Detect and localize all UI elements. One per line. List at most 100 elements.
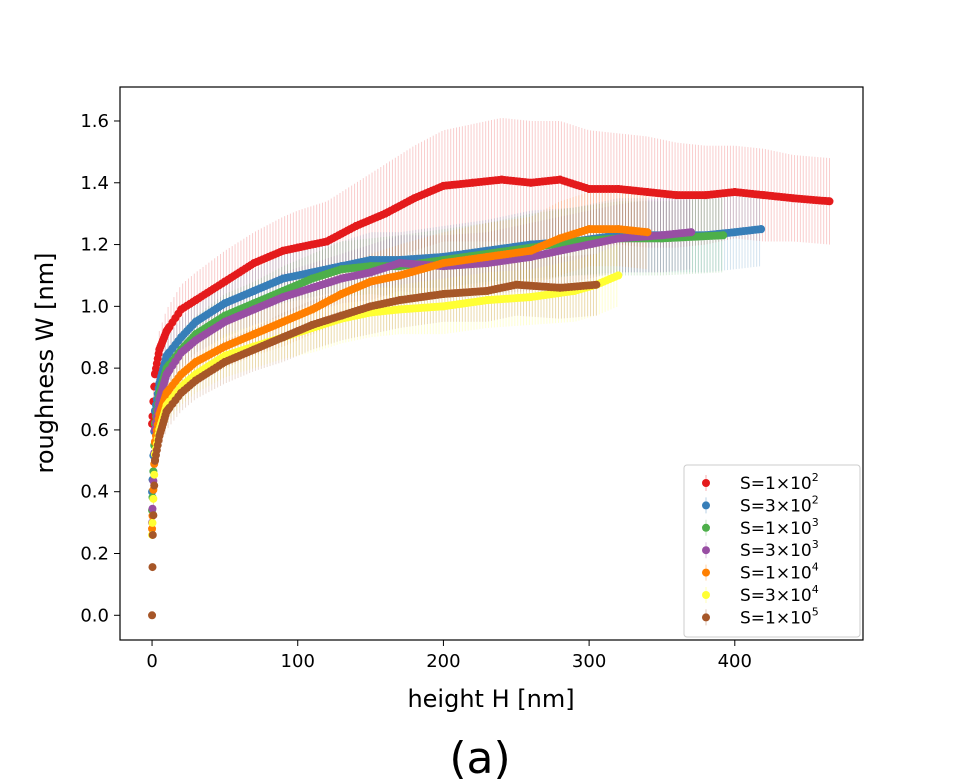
data-point (555, 234, 564, 243)
data-point (643, 228, 652, 237)
legend-entry-5: S=1×104 (702, 561, 819, 584)
data-point (526, 178, 535, 187)
legend-marker (702, 568, 710, 577)
data-point (439, 302, 448, 311)
data-point (279, 317, 288, 326)
data-point (497, 175, 506, 184)
data-point (439, 289, 448, 298)
y-tick-label: 0.8 (80, 358, 109, 379)
x-axis-label: height H [nm] (407, 685, 574, 713)
data-point (148, 504, 157, 513)
data-point (149, 494, 158, 503)
legend-entry-3: S=1×103 (702, 516, 819, 539)
data-point (352, 222, 361, 231)
series-7-points (148, 280, 601, 620)
data-point (366, 302, 375, 311)
data-point (512, 280, 521, 289)
x-tick-label: 100 (281, 651, 315, 672)
data-point (381, 209, 390, 218)
data-point (483, 296, 492, 305)
data-point (555, 283, 564, 292)
data-point (162, 327, 171, 336)
legend-label-text: S=1×10 (740, 519, 812, 539)
legend-label-text: S=1×10 (740, 564, 812, 584)
data-point (614, 184, 623, 193)
data-point (337, 311, 346, 320)
data-point (191, 336, 200, 345)
data-point (177, 370, 186, 379)
legend-label: S=1×105 (740, 605, 819, 628)
legend: S=1×102S=3×102S=1×103S=3×103S=1×104S=3×1… (683, 464, 861, 638)
data-point (220, 299, 229, 308)
data-point (250, 305, 259, 314)
legend-entry-1: S=1×102 (702, 471, 819, 494)
data-point (526, 293, 535, 302)
data-point (483, 252, 492, 261)
data-point (395, 271, 404, 280)
data-point (592, 280, 601, 289)
data-point (279, 333, 288, 342)
data-point (308, 283, 317, 292)
data-point (149, 511, 158, 520)
y-tick-label: 0.4 (80, 482, 109, 503)
data-point (585, 225, 594, 234)
data-point (148, 530, 157, 539)
x-axis-ticks: 0 100 200 300 400 (146, 640, 752, 672)
legend-label: S=3×103 (740, 538, 819, 561)
y-axis-label: roughness W [nm] (31, 253, 59, 474)
data-point (148, 524, 157, 533)
data-point (614, 225, 623, 234)
data-point (279, 274, 288, 283)
legend-label-text: S=3×10 (740, 496, 812, 516)
data-point (191, 376, 200, 385)
legend-marker (702, 546, 710, 555)
data-point (687, 228, 696, 237)
legend-label: S=1×103 (740, 516, 819, 539)
legend-label-exponent: 5 (812, 605, 819, 618)
data-point (483, 286, 492, 295)
data-point (150, 481, 159, 490)
y-tick-label: 1.2 (80, 235, 109, 256)
data-point (701, 191, 710, 200)
data-point (148, 611, 157, 620)
legend-label: S=1×102 (740, 471, 819, 494)
legend-label: S=1×104 (740, 561, 819, 584)
data-point (177, 348, 186, 357)
legend-marker (702, 613, 710, 622)
data-point (555, 175, 564, 184)
data-point (155, 345, 164, 354)
x-tick-label: 0 (146, 651, 157, 672)
data-point (410, 194, 419, 203)
series-6-points (148, 271, 623, 539)
data-point (366, 277, 375, 286)
legend-label-exponent: 3 (812, 516, 819, 529)
data-point (439, 259, 448, 268)
y-axis-ticks: 0.0 0.2 0.4 0.6 0.8 1.0 1.2 1.4 1.6 (80, 111, 120, 626)
y-tick-label: 1.6 (80, 111, 109, 132)
legend-entry-4: S=3×103 (702, 538, 819, 561)
data-point (191, 357, 200, 366)
legend-label-text: S=1×10 (740, 608, 812, 628)
x-tick-label: 200 (426, 651, 460, 672)
data-point (250, 345, 259, 354)
data-point (177, 305, 186, 314)
data-point (220, 277, 229, 286)
data-point (279, 293, 288, 302)
legend-entry-2: S=3×102 (702, 493, 819, 516)
data-point (191, 296, 200, 305)
data-point (337, 289, 346, 298)
data-point (162, 388, 171, 397)
data-point (757, 225, 766, 234)
legend-label-exponent: 4 (812, 583, 819, 596)
data-point (395, 259, 404, 268)
data-point (672, 191, 681, 200)
data-point (308, 274, 317, 283)
data-point (468, 178, 477, 187)
y-tick-label: 1.0 (80, 296, 109, 317)
data-point (614, 271, 623, 280)
data-point (150, 456, 159, 465)
data-point (719, 231, 728, 240)
data-point (220, 342, 229, 351)
legend-label-exponent: 4 (812, 561, 819, 574)
